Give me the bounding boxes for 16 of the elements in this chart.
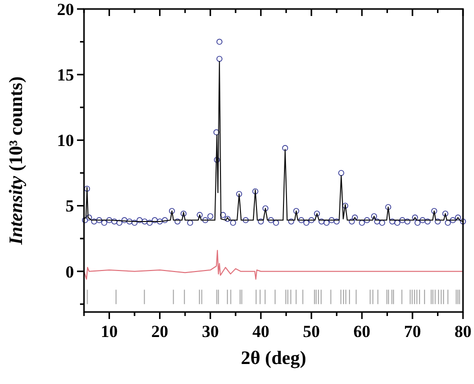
- x-tick-label: 60: [353, 322, 370, 341]
- y-tick-label: 15: [57, 66, 74, 85]
- y-tick-label: 0: [66, 262, 74, 282]
- x-tick-label: 20: [151, 322, 168, 341]
- x-tick-label: 50: [302, 322, 320, 341]
- y-tick-label: 10: [57, 131, 74, 150]
- y-axis-title: Intensity (10³ counts): [6, 76, 27, 246]
- x-axis-title: 2θ (deg): [240, 348, 306, 369]
- x-tick-label: 70: [404, 322, 421, 341]
- x-tick-label: 30: [202, 322, 219, 341]
- y-tick-label: 20: [57, 0, 74, 19]
- x-tick-label: 40: [252, 322, 270, 341]
- x-tick-label: 10: [100, 322, 118, 341]
- x-tick-label: 80: [454, 322, 472, 341]
- y-tick-label: 5: [66, 196, 74, 216]
- line-series: [84, 250, 464, 280]
